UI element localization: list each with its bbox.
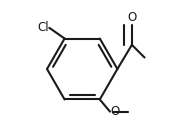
Text: O: O [111, 105, 120, 118]
Text: O: O [127, 11, 137, 24]
Text: Cl: Cl [37, 21, 49, 34]
